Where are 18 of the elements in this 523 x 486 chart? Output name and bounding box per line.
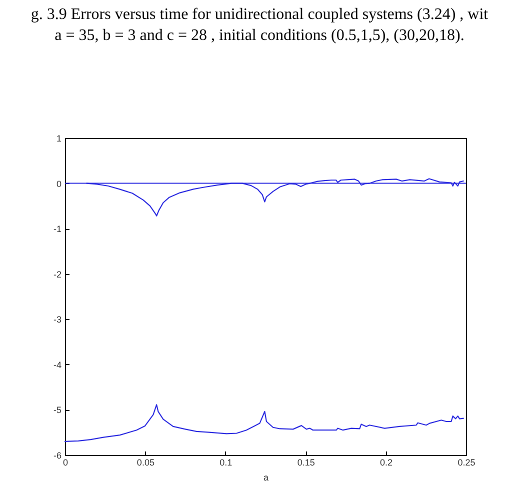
chart-subtitle: a = 35, b = 3 and c = 28 , initial conditions (0.5,1,5), (30,20,18). xyxy=(54,27,464,44)
x-tick-label: 0.05 xyxy=(136,458,154,468)
x-tick-label: 0.15 xyxy=(297,458,315,468)
line-series xyxy=(64,404,464,442)
x-axis-title: a xyxy=(263,472,269,482)
y-tick-label: -4 xyxy=(53,360,62,370)
y-tick-label: -2 xyxy=(53,269,62,280)
y-tick-label: -1 xyxy=(53,224,62,234)
y-tick-label: -5 xyxy=(53,405,62,416)
chart-title: g. 3.9 Errors versus time for unidirectional coupled systems (3.24) , wit xyxy=(30,6,489,23)
y-tick-label: 1 xyxy=(56,134,62,144)
x-tick-label: 0.2 xyxy=(380,458,393,468)
y-tick-label: 0 xyxy=(56,178,62,189)
x-tick-label: 0.1 xyxy=(220,458,232,468)
x-tick-label: 0 xyxy=(62,458,68,468)
y-tick-label: -6 xyxy=(53,450,62,460)
y-tick-label: -3 xyxy=(53,314,62,325)
x-tick-label: 0.25 xyxy=(458,458,476,468)
